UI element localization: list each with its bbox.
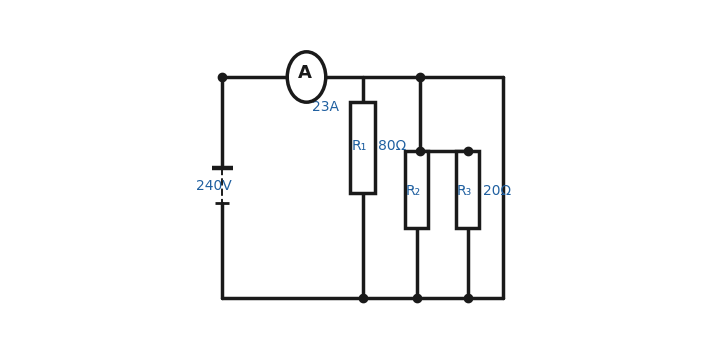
Text: A: A <box>297 64 311 83</box>
FancyBboxPatch shape <box>350 102 375 193</box>
Text: 20Ω: 20Ω <box>483 184 510 198</box>
Text: R₃: R₃ <box>457 184 472 198</box>
Text: R₂: R₂ <box>406 184 420 198</box>
Text: R₁: R₁ <box>352 139 368 153</box>
Text: 80Ω: 80Ω <box>378 139 407 153</box>
FancyBboxPatch shape <box>405 150 428 228</box>
Text: 240V: 240V <box>196 178 232 192</box>
Ellipse shape <box>287 52 326 102</box>
Text: 23A: 23A <box>312 100 339 114</box>
FancyBboxPatch shape <box>456 150 479 228</box>
